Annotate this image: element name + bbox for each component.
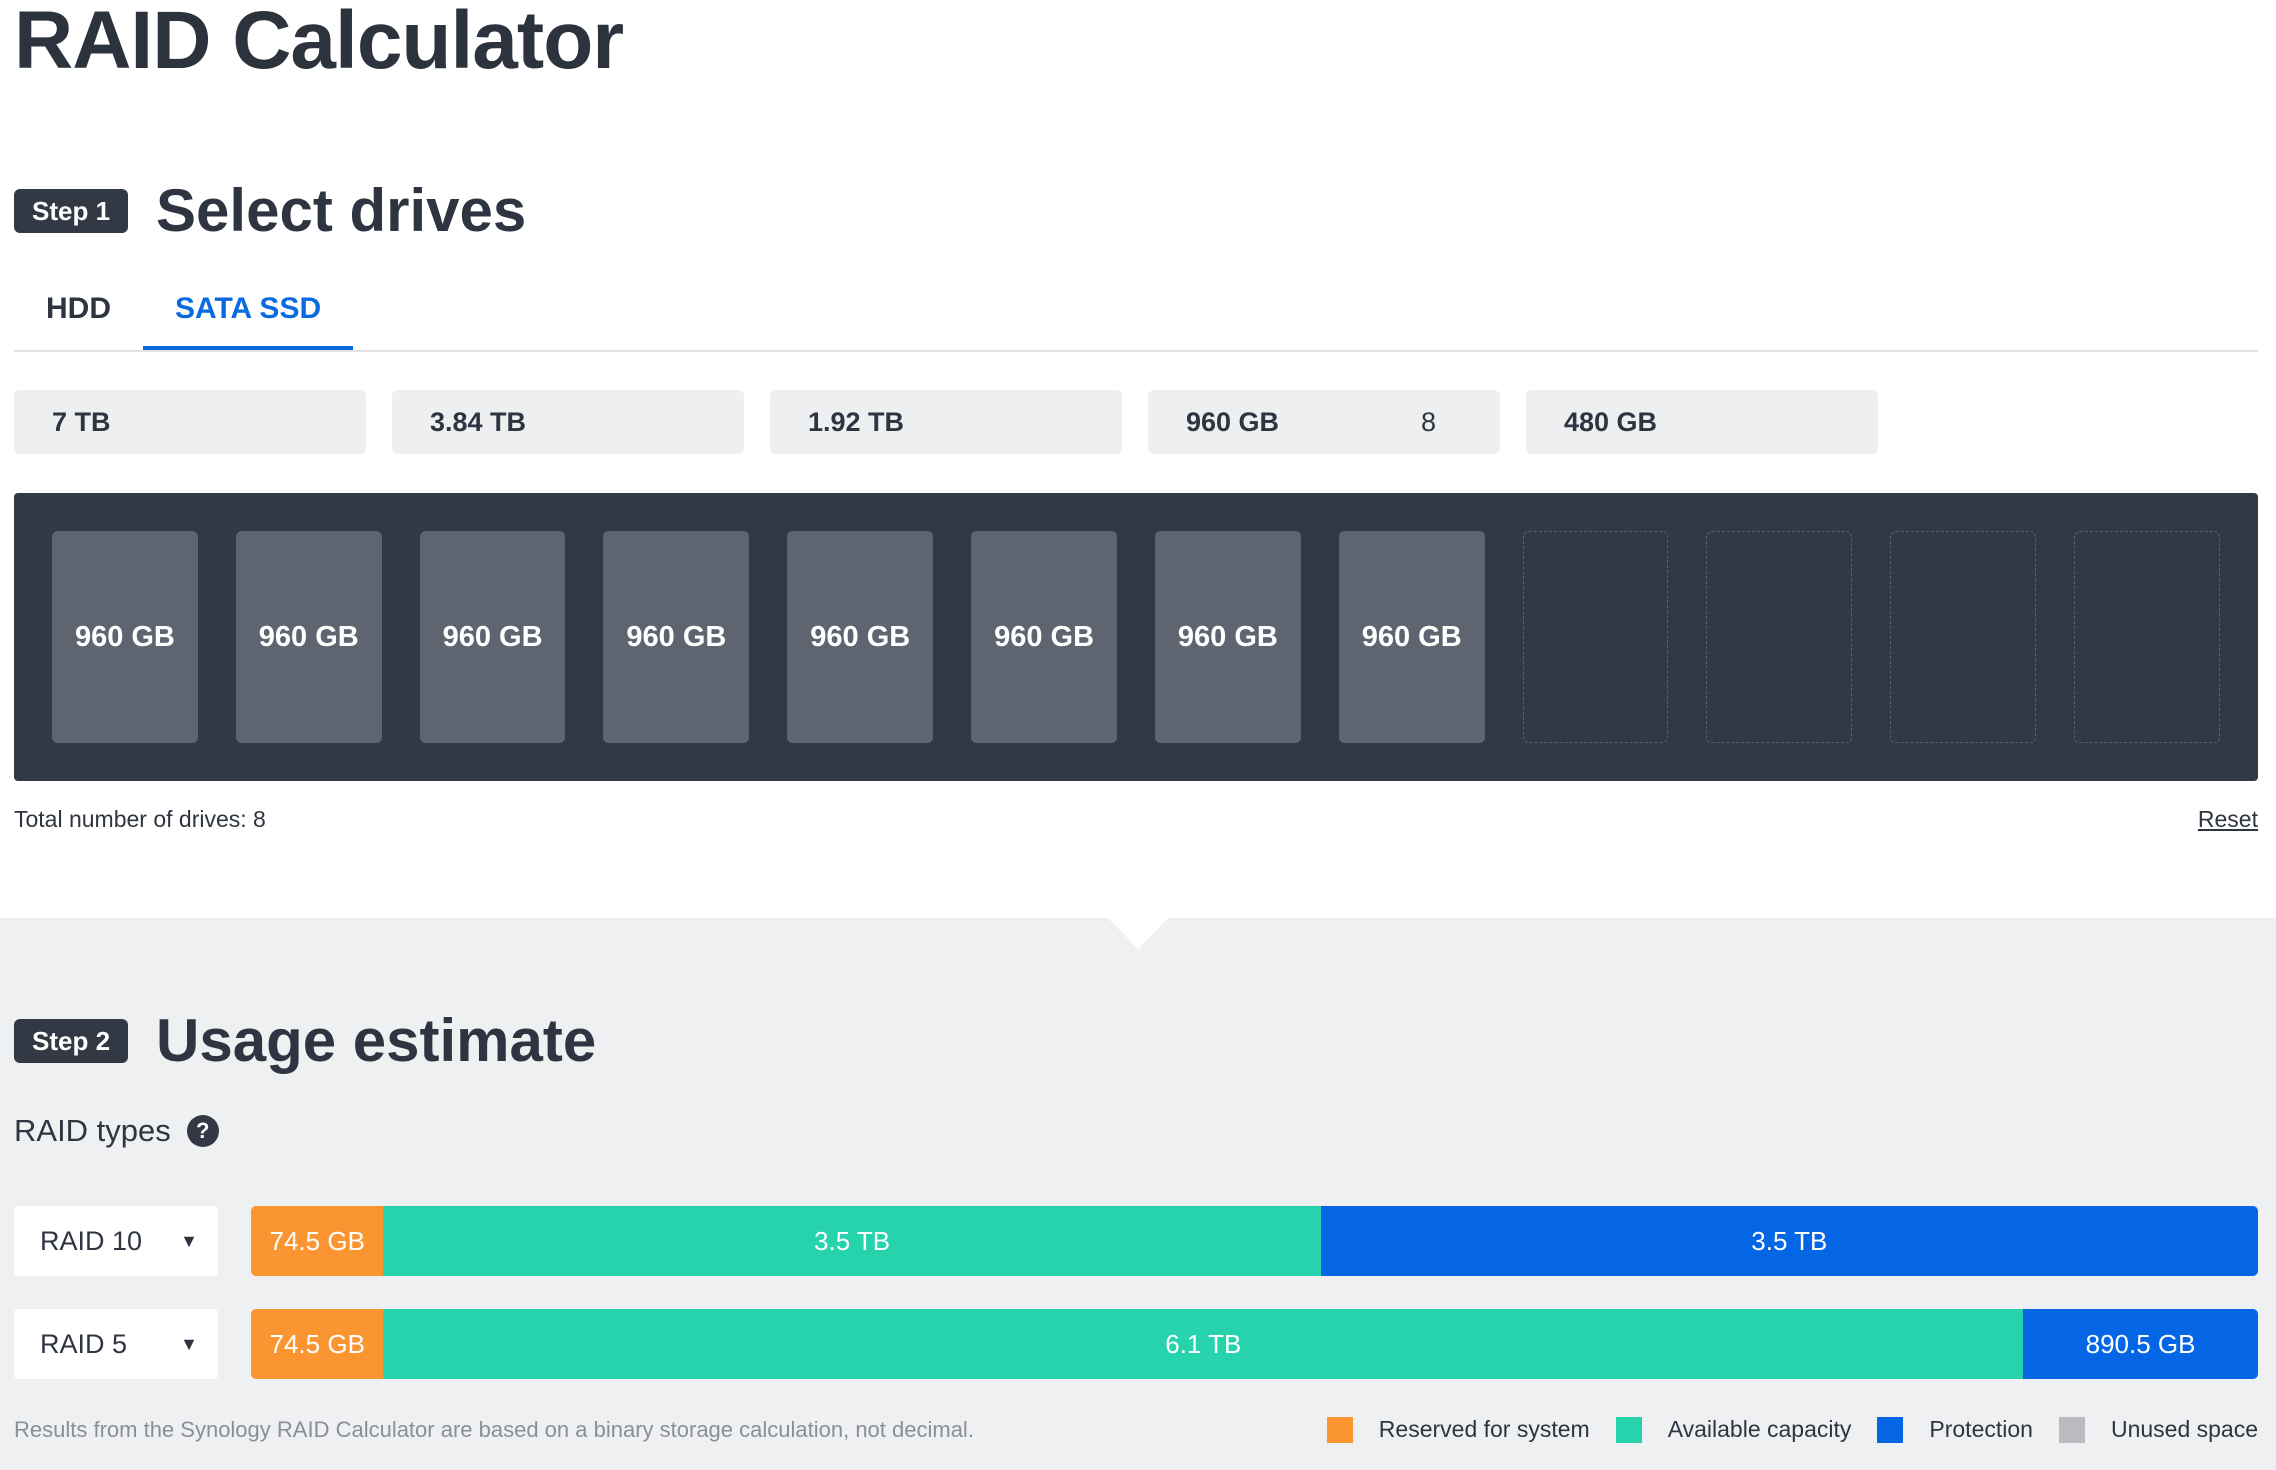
drive-size-label: 3.84 TB	[430, 406, 527, 437]
empty-drive-slot	[2074, 531, 2220, 743]
legend-swatch	[2058, 1416, 2085, 1443]
drive-bay: 960 GB 960 GB 960 GB 960 GB 960 GB 960 G…	[14, 493, 2258, 781]
drive-size-480gb[interactable]: 480 GB	[1526, 390, 1878, 454]
step2-header: Step 2 Usage estimate	[14, 1006, 2258, 1075]
step2-badge: Step 2	[14, 1018, 129, 1063]
available-segment: 3.5 TB	[383, 1206, 1321, 1276]
help-icon[interactable]: ?	[186, 1115, 219, 1147]
raid-row: RAID 10 ▼ 74.5 GB 3.5 TB 3.5 TB	[14, 1206, 2258, 1276]
reserved-segment: 74.5 GB	[251, 1206, 384, 1276]
caret-down-icon: ▼	[180, 1333, 198, 1354]
raid-type-value: RAID 10	[40, 1225, 143, 1256]
legend-item-reserved: Reserved for system	[1326, 1416, 1590, 1443]
caret-down-icon: ▼	[180, 1230, 198, 1251]
legend-item-unused: Unused space	[2058, 1416, 2258, 1443]
raid-row: RAID 5 ▼ 74.5 GB 6.1 TB 890.5 GB	[14, 1309, 2258, 1379]
drive-slot[interactable]: 960 GB	[235, 531, 382, 743]
drive-slot[interactable]: 960 GB	[787, 531, 934, 743]
usage-estimate-panel	[0, 918, 2276, 1470]
drive-size-label: 1.92 TB	[808, 406, 905, 437]
drive-slot[interactable]: 960 GB	[52, 531, 198, 743]
empty-drive-slot	[1706, 531, 1853, 743]
tab-hdd[interactable]: HDD	[46, 292, 111, 325]
legend-label: Unused space	[2110, 1416, 2258, 1442]
capacity-bar: 74.5 GB 3.5 TB 3.5 TB	[251, 1206, 2258, 1276]
legend-swatch	[1877, 1416, 1904, 1443]
page-title: RAID Calculator	[14, 0, 624, 86]
raid-type-select[interactable]: RAID 10 ▼	[14, 1206, 218, 1276]
drive-size-count: 8	[1420, 406, 1436, 437]
legend-label: Protection	[1929, 1416, 2033, 1442]
raid-type-value: RAID 5	[40, 1328, 128, 1359]
raid-types-label-row: RAID types ?	[14, 1113, 2258, 1149]
drive-slot[interactable]: 960 GB	[419, 531, 566, 743]
reset-link[interactable]: Reset	[2197, 806, 2258, 832]
reserved-segment: 74.5 GB	[251, 1309, 384, 1379]
drive-slot[interactable]: 960 GB	[603, 531, 750, 743]
section-notch	[1107, 917, 1169, 949]
drive-type-tabs: HDD SATA SSD	[14, 276, 2258, 352]
step1-badge: Step 1	[14, 188, 129, 233]
legend-swatch	[1615, 1416, 1642, 1443]
drive-size-label: 7 TB	[52, 406, 111, 437]
legend-swatch	[1326, 1416, 1353, 1443]
binary-calculation-note: Results from the Synology RAID Calculato…	[14, 1416, 974, 1442]
raid-types-label: RAID types	[14, 1113, 171, 1148]
drive-summary: Total number of drives: 8 Reset	[14, 806, 2258, 833]
drive-size-1-92tb[interactable]: 1.92 TB	[770, 390, 1122, 454]
tab-sata-ssd[interactable]: SATA SSD	[143, 276, 354, 350]
capacity-bar: 74.5 GB 6.1 TB 890.5 GB	[251, 1309, 2258, 1379]
drive-slot[interactable]: 960 GB	[971, 531, 1117, 743]
total-drives-text: Total number of drives: 8	[14, 806, 266, 832]
raid-type-select[interactable]: RAID 5 ▼	[14, 1309, 218, 1379]
empty-drive-slot	[1890, 531, 2037, 743]
legend-item-protection: Protection	[1877, 1416, 2033, 1443]
available-segment: 6.1 TB	[383, 1309, 2024, 1379]
drive-size-label: 960 GB	[1186, 406, 1280, 437]
legend-item-available: Available capacity	[1615, 1416, 1852, 1443]
drive-size-list: 7 TB 3.84 TB 1.92 TB 960 GB 8 480 GB	[14, 390, 2258, 454]
drive-size-7tb[interactable]: 7 TB	[14, 390, 366, 454]
step2-title: Usage estimate	[156, 1007, 597, 1074]
drive-slot[interactable]: 960 GB	[1338, 531, 1485, 743]
legend: Reserved for system Available capacity P…	[1301, 1416, 2258, 1443]
step1-header: Step 1 Select drives	[14, 176, 2258, 245]
legend-label: Reserved for system	[1378, 1416, 1590, 1442]
empty-drive-slot	[1522, 531, 1669, 743]
step1-title: Select drives	[156, 177, 527, 244]
drive-size-3-84tb[interactable]: 3.84 TB	[392, 390, 744, 454]
protection-segment: 3.5 TB	[1320, 1206, 2258, 1276]
drive-size-960gb[interactable]: 960 GB 8	[1148, 390, 1500, 454]
legend-label: Available capacity	[1667, 1416, 1852, 1442]
results-footer: Results from the Synology RAID Calculato…	[14, 1416, 2258, 1443]
drive-slot[interactable]: 960 GB	[1154, 531, 1301, 743]
drive-size-label: 480 GB	[1564, 406, 1658, 437]
protection-segment: 890.5 GB	[2023, 1309, 2258, 1379]
